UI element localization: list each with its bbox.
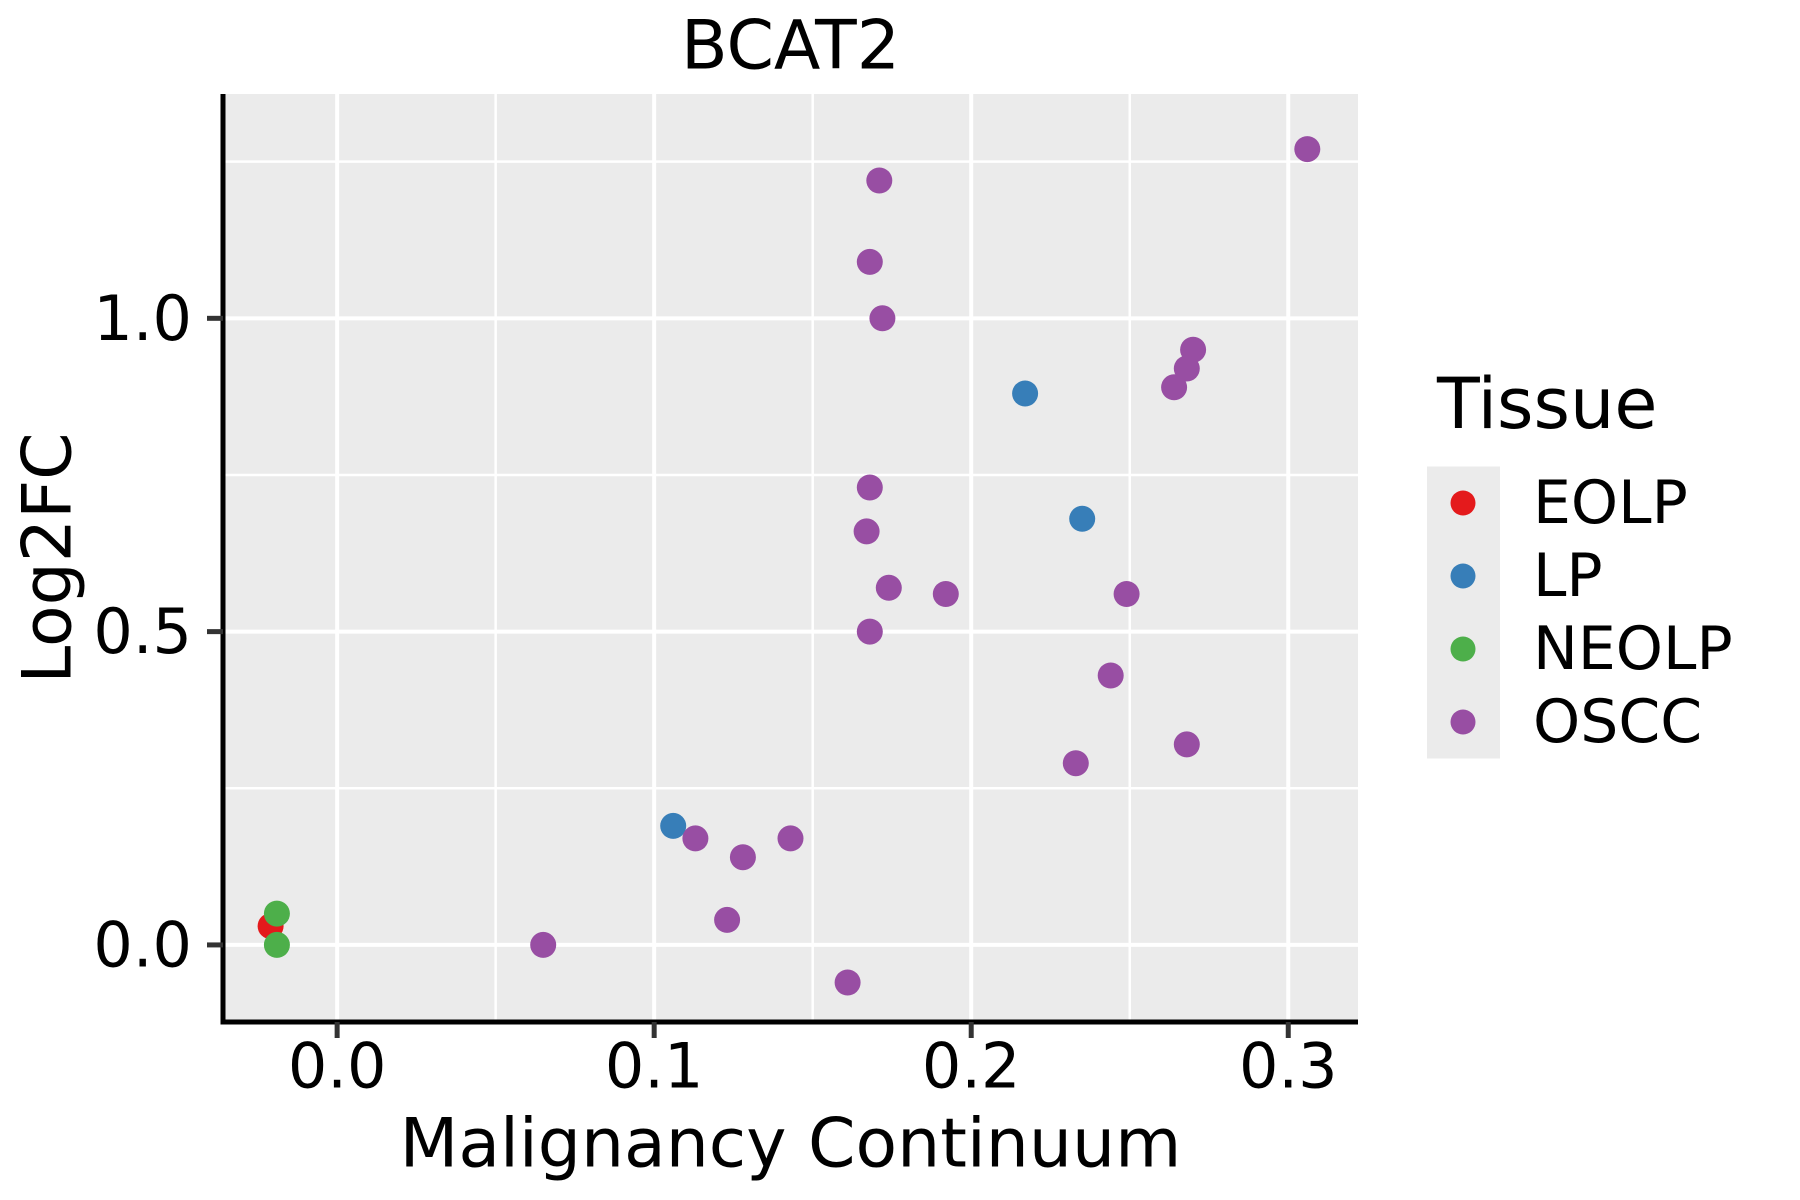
data-point-OSCC — [932, 581, 959, 607]
legend-key-dot-LP — [1450, 563, 1476, 589]
data-point-OSCC — [729, 844, 756, 871]
legend-item-EOLP: EOLP — [1450, 468, 1688, 538]
data-point-OSCC — [682, 825, 709, 852]
legend-item-LP: LP — [1450, 541, 1603, 611]
legend-label: LP — [1533, 541, 1603, 611]
legend-item-NEOLP: NEOLP — [1450, 614, 1733, 684]
data-point-OSCC — [875, 574, 902, 601]
y-tick-label: 1.0 — [93, 282, 192, 355]
data-point-OSCC — [1173, 731, 1200, 758]
x-tick-label: 0.3 — [1239, 1030, 1338, 1103]
data-point-OSCC — [866, 167, 893, 194]
legend-key-dot-NEOLP — [1450, 636, 1476, 662]
data-point-OSCC — [714, 906, 741, 933]
data-point-OSCC — [869, 305, 896, 332]
data-point-OSCC — [1097, 662, 1124, 689]
data-point-OSCC — [834, 969, 861, 996]
legend-label: NEOLP — [1533, 614, 1733, 684]
x-axis-title: Malignancy Continuum — [400, 1105, 1182, 1184]
y-tick-label: 0.0 — [93, 908, 192, 981]
data-point-OSCC — [856, 474, 883, 501]
data-point-OSCC — [1161, 374, 1188, 401]
data-point-OSCC — [1113, 581, 1140, 607]
data-point-NEOLP — [263, 931, 290, 958]
series-LP — [660, 380, 1096, 839]
plot-title: BCAT2 — [681, 7, 900, 86]
legend-label: EOLP — [1533, 468, 1688, 538]
legend-item-OSCC: OSCC — [1450, 687, 1702, 757]
legend-label: OSCC — [1533, 687, 1702, 757]
legend-key-dot-EOLP — [1450, 490, 1476, 516]
data-point-LP — [1069, 505, 1096, 532]
legend-key-dot-OSCC — [1450, 709, 1476, 735]
data-point-OSCC — [530, 931, 557, 958]
y-tick-label: 0.5 — [93, 595, 192, 668]
data-point-OSCC — [853, 518, 880, 545]
legend-title: Tissue — [1436, 363, 1657, 445]
data-point-OSCC — [1062, 750, 1089, 777]
gridlines — [223, 94, 1358, 1022]
data-points — [257, 136, 1321, 996]
series-NEOLP — [263, 900, 290, 958]
data-point-OSCC — [1294, 136, 1321, 163]
axis-ticks: 0.0 0.1 0.2 0.3 0.0 0.5 1.0 — [93, 282, 1337, 1103]
x-tick-label: 0.1 — [605, 1030, 704, 1103]
data-point-OSCC — [856, 618, 883, 645]
data-point-NEOLP — [263, 900, 290, 927]
data-point-LP — [660, 812, 687, 839]
series-OSCC — [530, 136, 1321, 996]
data-point-LP — [1012, 380, 1039, 407]
data-point-OSCC — [856, 248, 883, 275]
plot-panel — [223, 94, 1358, 1022]
x-tick-label: 0.2 — [922, 1030, 1021, 1103]
data-point-OSCC — [777, 825, 804, 852]
x-tick-label: 0.0 — [288, 1030, 387, 1103]
y-axis-title: Log2FC — [9, 432, 88, 683]
data-point-OSCC — [1173, 355, 1200, 382]
